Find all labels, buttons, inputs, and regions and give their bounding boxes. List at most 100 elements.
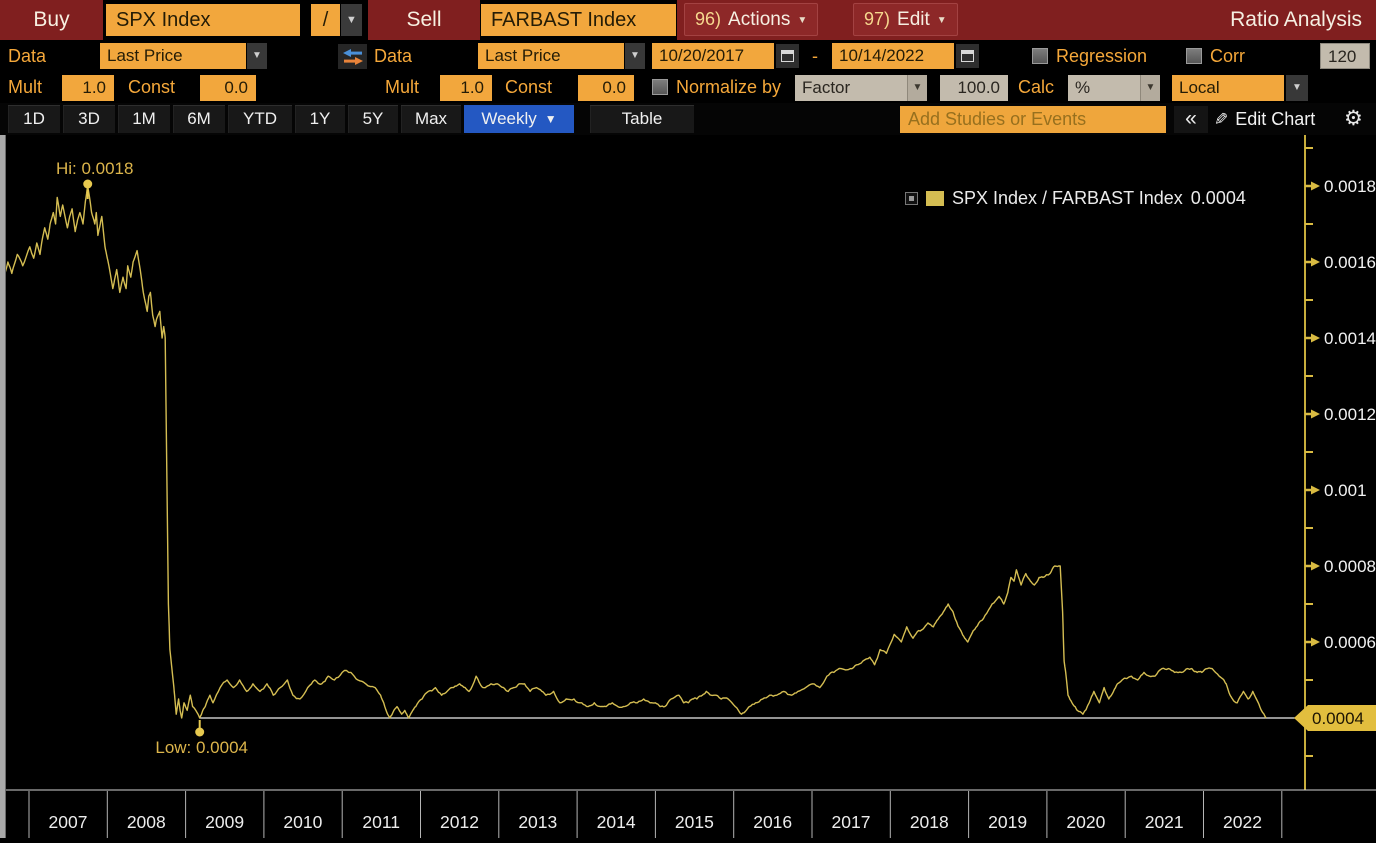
x-axis-year-label: 2020	[1066, 812, 1105, 832]
studies-search-input[interactable]: Add Studies or Events	[900, 106, 1166, 133]
x-axis-year-label: 2008	[127, 812, 166, 832]
swap-arrows-icon	[342, 48, 363, 65]
edit-chart-label: Edit Chart	[1235, 109, 1316, 129]
date-to-calendar-button[interactable]	[956, 44, 979, 68]
mult2-input[interactable]: 1.0	[440, 75, 492, 101]
y-axis-tick-arrow-icon	[1311, 561, 1320, 571]
x-axis-year-label: 2009	[205, 812, 244, 832]
table-tab[interactable]: Table	[590, 105, 694, 133]
x-axis-year-label: 2013	[518, 812, 557, 832]
data2-dropdown-button[interactable]: ▼	[625, 43, 645, 69]
low-annotation: Low: 0.0004	[155, 738, 248, 757]
range-tab-max[interactable]: Max	[401, 105, 461, 133]
edit-menu-button[interactable]: 97) Edit ▼	[853, 3, 958, 36]
calendar-icon	[961, 50, 974, 62]
operator-dropdown-button[interactable]: ▼	[341, 4, 362, 36]
collapse-panel-button[interactable]: «	[1174, 106, 1208, 133]
mult1-input[interactable]: 1.0	[62, 75, 114, 101]
corr-window-input[interactable]: 120	[1320, 43, 1370, 69]
calc-mode-select[interactable]: %	[1068, 75, 1140, 101]
actions-menu-button[interactable]: 96) Actions ▼	[684, 3, 819, 36]
y-axis-tick-label: 0.0008	[1324, 557, 1376, 576]
date-from-calendar-button[interactable]	[776, 44, 799, 68]
price-mode-select[interactable]: Local	[1172, 75, 1284, 101]
date-to-input[interactable]: 10/14/2022	[832, 43, 954, 69]
x-axis-year-label: 2021	[1145, 812, 1184, 832]
x-axis-year-label: 2012	[440, 812, 479, 832]
legend-expander-icon[interactable]	[905, 192, 918, 205]
y-axis-tick-arrow-icon	[1311, 257, 1320, 267]
high-marker-dot	[83, 179, 93, 189]
range-tab-1d[interactable]: 1D	[8, 105, 60, 133]
const1-input[interactable]: 0.0	[200, 75, 256, 101]
normalize-label: Normalize by	[676, 77, 782, 97]
range-tab-1m[interactable]: 1M	[118, 105, 170, 133]
normalize-checkbox[interactable]	[652, 79, 668, 95]
chart-legend[interactable]: SPX Index / FARBAST Index 0.0004	[905, 188, 1246, 209]
calc-options-row: Mult 1.0 Const 0.0 Mult 1.0 Const 0.0 No…	[0, 72, 1376, 103]
period-label: Weekly	[481, 109, 537, 128]
x-axis-year-label: 2022	[1223, 812, 1262, 832]
high-annotation: Hi: 0.0018	[56, 159, 134, 178]
date-from-input[interactable]: 10/20/2017	[652, 43, 774, 69]
edit-menu-label: Edit	[897, 8, 930, 30]
edit-chart-button[interactable]: ✎ Edit Chart	[1214, 106, 1315, 133]
regression-label: Regression	[1056, 46, 1148, 66]
gear-icon[interactable]: ⚙	[1344, 107, 1363, 130]
mult1-label: Mult	[8, 77, 43, 97]
date-range-dash: -	[812, 46, 818, 66]
buy-security-input[interactable]: SPX Index	[106, 4, 300, 36]
normalize-value-input[interactable]: 100.0	[940, 75, 1008, 101]
last-price-tag	[1294, 705, 1376, 731]
regression-checkbox[interactable]	[1032, 48, 1048, 64]
y-axis-tick-label: 0.0018	[1324, 177, 1376, 196]
x-axis-year-label: 2016	[753, 812, 792, 832]
ratio-series-line	[2, 185, 1267, 719]
corr-checkbox[interactable]	[1186, 48, 1202, 64]
period-select[interactable]: Weekly ▼	[464, 105, 574, 133]
x-axis-year-label: 2017	[832, 812, 871, 832]
window-edge-divider	[0, 135, 6, 838]
x-axis-year-label: 2019	[988, 812, 1027, 832]
range-tab-ytd[interactable]: YTD	[228, 105, 292, 133]
y-axis-tick-label: 0.0014	[1324, 329, 1376, 348]
chart-area: 0.0018 0.0016 0.0014 0.0012 0.001 0.0008…	[0, 135, 1376, 838]
data1-dropdown-button[interactable]: ▼	[247, 43, 267, 69]
actions-menu-number: 96)	[695, 9, 722, 29]
range-tab-3d[interactable]: 3D	[63, 105, 115, 133]
x-axis-year-label: 2015	[675, 812, 714, 832]
range-tab-5y[interactable]: 5Y	[348, 105, 398, 133]
price-chart[interactable]: 0.0018 0.0016 0.0014 0.0012 0.001 0.0008…	[0, 135, 1376, 838]
y-axis-tick-arrow-icon	[1311, 333, 1320, 343]
normalize-mode-select[interactable]: Factor	[795, 75, 907, 101]
last-price-tag-label: 0.0004	[1312, 709, 1364, 728]
chevron-down-icon: ▼	[544, 112, 557, 126]
edit-menu-number: 97)	[864, 9, 891, 29]
chart-toolbar: 1D 3D 1M 6M YTD 1Y 5Y Max Weekly ▼ Table Add Studi…	[0, 103, 1376, 135]
data2-select[interactable]: Last Price	[478, 43, 624, 69]
y-axis-tick-arrow-icon	[1311, 181, 1320, 191]
range-tab-6m[interactable]: 6M	[173, 105, 225, 133]
buy-label: Buy	[33, 8, 70, 31]
calc-label: Calc	[1018, 77, 1055, 97]
y-axis-tick-label: 0.0012	[1324, 405, 1376, 424]
y-axis-tick-arrow-icon	[1311, 637, 1320, 647]
swap-securities-button[interactable]	[338, 44, 367, 69]
y-axis-tick-arrow-icon	[1311, 485, 1320, 495]
data1-label: Data	[8, 46, 47, 66]
range-tab-1y[interactable]: 1Y	[295, 105, 345, 133]
y-axis-tick-label: 0.001	[1324, 481, 1367, 500]
price-mode-dropdown-button[interactable]: ▼	[1286, 75, 1308, 101]
security-toolbar: Buy SPX Index / ▼ Sell FARBAST Index 96)…	[0, 0, 1376, 40]
calc-mode-dropdown-button[interactable]: ▼	[1140, 75, 1160, 101]
operator-select[interactable]: /	[311, 4, 340, 36]
low-marker-dot	[195, 727, 205, 737]
sell-security-input[interactable]: FARBAST Index	[481, 4, 676, 36]
actions-menu-label: Actions	[728, 8, 791, 30]
normalize-mode-dropdown-button[interactable]: ▼	[907, 75, 927, 101]
menu-bar: 96) Actions ▼ 97) Edit ▼ Ratio Analysis	[677, 0, 1376, 40]
const2-input[interactable]: 0.0	[578, 75, 634, 101]
data1-select[interactable]: Last Price	[100, 43, 246, 69]
x-axis-year-label: 2014	[597, 812, 636, 832]
sell-label: Sell	[406, 8, 442, 31]
